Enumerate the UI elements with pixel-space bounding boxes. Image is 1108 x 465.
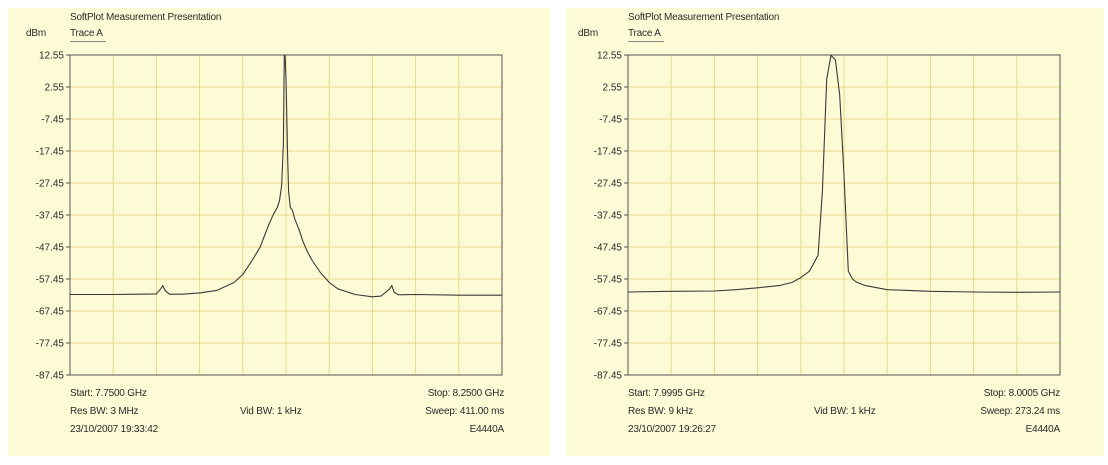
trace-legend-line	[628, 41, 664, 42]
y-tick-label: -67.45	[594, 307, 623, 318]
y-tick-label: -47.45	[36, 243, 65, 254]
timestamp: 23/10/2007 19:26:27	[628, 424, 716, 435]
y-unit-label: dBm	[26, 28, 46, 39]
plot-frame	[627, 54, 1061, 376]
resolution-bandwidth: Res BW: 3 MHz	[70, 406, 139, 417]
y-tick-label: 12.55	[597, 51, 622, 62]
plot-frame	[69, 54, 503, 376]
stop-frequency: Stop: 8.2500 GHz	[427, 388, 504, 399]
instrument-model: E4440A	[469, 424, 505, 435]
y-tick-label: -37.45	[36, 211, 65, 222]
y-tick-label: -27.45	[594, 179, 623, 190]
spectrum-plot-right: 12.55 2.55 -7.45 -17.45 -27.45 -37.45 -47.45 -5…	[594, 51, 1061, 382]
y-tick-label: -87.45	[36, 371, 65, 382]
trace-a-line	[627, 54, 1061, 293]
y-tick-label: -77.45	[594, 339, 623, 350]
y-tick-label: -17.45	[36, 147, 65, 158]
resolution-bandwidth: Res BW: 9 kHz	[628, 406, 694, 417]
trace-a-line	[70, 54, 502, 298]
y-tick-label: 12.55	[39, 51, 64, 62]
y-tick-label: -57.45	[36, 275, 65, 286]
trace-legend-line	[70, 41, 106, 42]
y-tick-label: -7.45	[41, 115, 64, 126]
sweep-time: Sweep: 411.00 ms	[425, 406, 504, 417]
y-tick-label: 2.55	[603, 83, 623, 94]
timestamp: 23/10/2007 19:33:42	[70, 424, 158, 435]
app-title: SoftPlot Measurement Presentation	[70, 12, 222, 23]
y-unit-label: dBm	[578, 28, 598, 39]
y-tick-label: -47.45	[594, 243, 623, 254]
stop-frequency: Stop: 8.0005 GHz	[983, 388, 1060, 399]
sweep-time: Sweep: 273.24 ms	[980, 406, 1060, 417]
spectrum-panel-right: SoftPlot Measurement Presentation dBm Tr…	[566, 8, 1104, 456]
trace-label: Trace A	[628, 28, 661, 39]
spectrum-panel-left: SoftPlot Measurement Presentation dBm Tr…	[8, 8, 550, 456]
instrument-model: E4440A	[1025, 424, 1061, 435]
trace-label: Trace A	[70, 28, 103, 39]
start-frequency: Start: 7.9995 GHz	[628, 388, 705, 399]
y-tick-label: -17.45	[594, 147, 623, 158]
y-tick-label: -7.45	[599, 115, 622, 126]
y-tick-label: -57.45	[594, 275, 623, 286]
app-title: SoftPlot Measurement Presentation	[628, 12, 780, 23]
video-bandwidth: Vid BW: 1 kHz	[814, 406, 876, 417]
y-tick-label: -27.45	[36, 179, 65, 190]
y-tick-label: -67.45	[36, 307, 65, 318]
spectrum-plot-left: 12.55 2.55 -7.45 -17.45 -27.45 -37.45 -47.45 -5…	[36, 51, 503, 382]
y-tick-label: -77.45	[36, 339, 65, 350]
y-tick-label: 2.55	[45, 83, 65, 94]
y-tick-label: -37.45	[594, 211, 623, 222]
video-bandwidth: Vid BW: 1 kHz	[240, 406, 302, 417]
start-frequency: Start: 7.7500 GHz	[70, 388, 147, 399]
y-tick-label: -87.45	[594, 371, 623, 382]
